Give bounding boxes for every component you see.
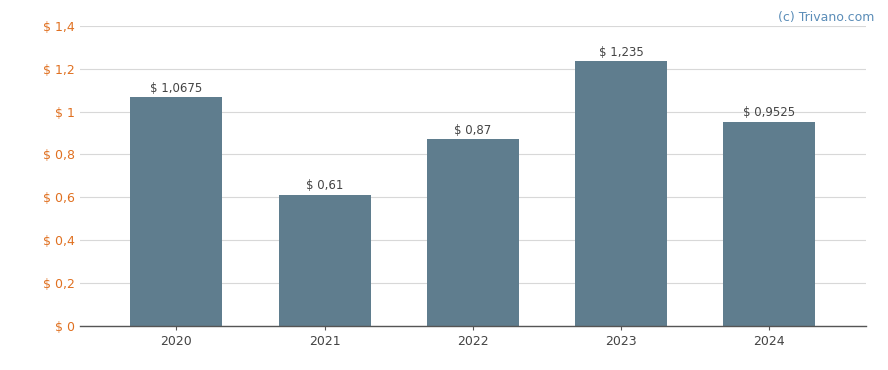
Bar xyxy=(131,97,222,326)
Text: $ 1,235: $ 1,235 xyxy=(599,46,644,59)
Bar xyxy=(279,195,370,326)
Bar xyxy=(575,61,667,326)
Bar xyxy=(427,139,519,326)
Text: $ 0,87: $ 0,87 xyxy=(455,124,491,137)
Text: (c) Trivano.com: (c) Trivano.com xyxy=(778,11,875,24)
Bar xyxy=(724,122,815,326)
Text: $ 0,61: $ 0,61 xyxy=(305,179,344,192)
Text: $ 0,9525: $ 0,9525 xyxy=(743,106,796,119)
Text: $ 1,0675: $ 1,0675 xyxy=(150,81,202,94)
